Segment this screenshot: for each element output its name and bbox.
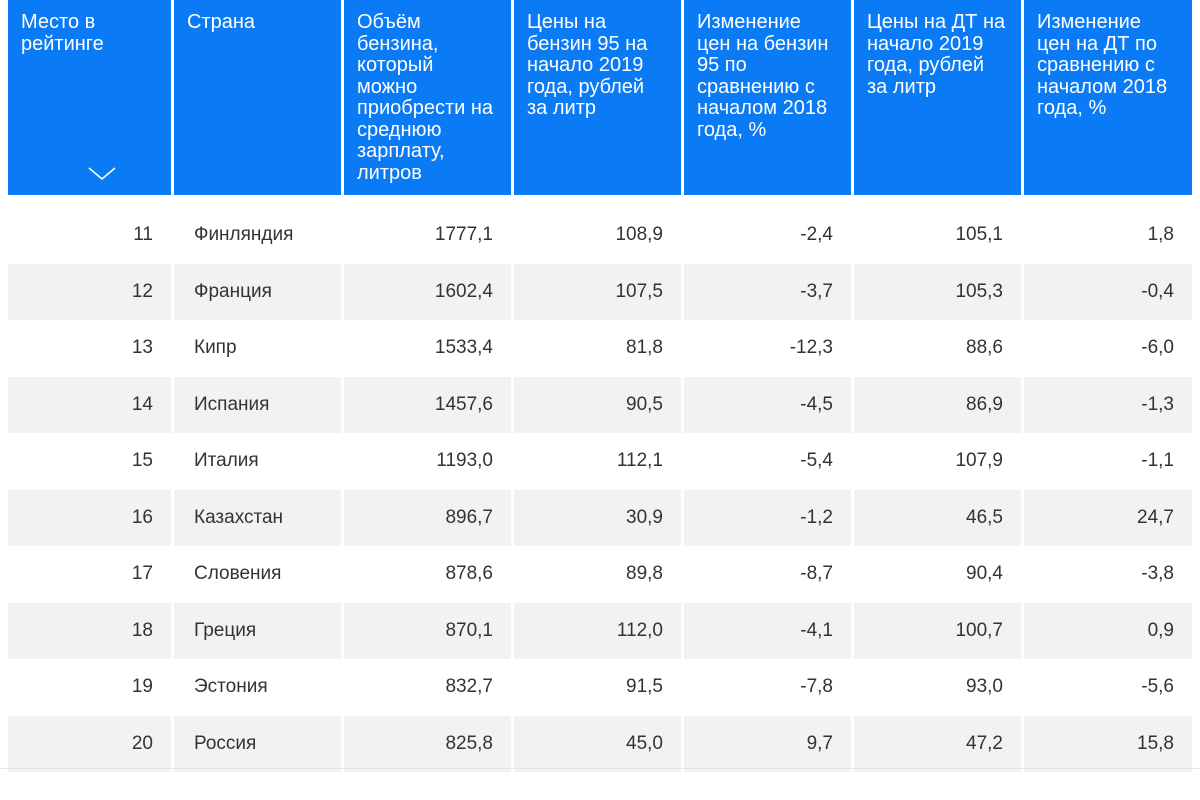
cell-country: Греция: [174, 602, 344, 659]
table-row: 12 Франция 1602,4 107,5 -3,7 105,3 -0,4: [8, 263, 1192, 320]
cell-country: Казахстан: [174, 489, 344, 546]
cell-petrol-change: -7,8: [684, 659, 854, 716]
cell-country: Россия: [174, 715, 344, 772]
header-petrol-price[interactable]: Цены на бензин 95 на начало 2019 года, р…: [514, 0, 684, 195]
cell-volume: 1602,4: [344, 263, 514, 320]
cell-country: Эстония: [174, 659, 344, 716]
cell-diesel-price: 90,4: [854, 546, 1024, 603]
cell-petrol-price: 81,8: [514, 320, 684, 377]
header-rank[interactable]: Место в рейтинге: [8, 0, 174, 195]
table-row: 19 Эстония 832,7 91,5 -7,8 93,0 -5,6: [8, 659, 1192, 716]
cell-rank: 14: [8, 376, 174, 433]
cell-petrol-price: 107,5: [514, 263, 684, 320]
cell-diesel-change: 0,9: [1024, 602, 1192, 659]
table-row: 20 Россия 825,8 45,0 9,7 47,2 15,8: [8, 715, 1192, 772]
cell-diesel-change: -1,1: [1141, 450, 1174, 472]
cell-petrol-change: -3,7: [684, 263, 854, 320]
cell-country: Словения: [174, 546, 344, 603]
header-petrol-change-label: Изменение цен на бензин 95 по сравнению …: [697, 11, 829, 141]
cell-volume: 896,7: [344, 489, 514, 546]
chevron-down-icon[interactable]: [88, 167, 116, 181]
cell-rank: 20: [8, 715, 174, 772]
table-row: 13 Кипр 1533,4 81,8 -12,3 88,6 -6,0: [8, 320, 1192, 377]
cell-petrol-price: 45,0: [514, 715, 684, 772]
cell-rank: 17: [8, 546, 174, 603]
table-body: 11 Финляндия 1777,1 108,9 -2,4 105,1 1,8 12 Фран…: [8, 207, 1192, 772]
table-row: 15 Италия 1193,0 112,1 -5,4 107,9 -1,1: [8, 433, 1192, 490]
cell-diesel-price: 105,3: [854, 263, 1024, 320]
cell-rank: 19: [8, 659, 174, 716]
cell-volume: 1193,0: [344, 433, 514, 490]
header-petrol-change[interactable]: Изменение цен на бензин 95 по сравнению …: [684, 0, 854, 195]
header-volume[interactable]: Объём бензина, который можно приобрести …: [344, 0, 514, 195]
cell-petrol-price: 108,9: [514, 207, 684, 264]
cell-diesel-change: 24,7: [1024, 489, 1192, 546]
table-row: 17 Словения 878,6 89,8 -8,7 90,4 -3,8: [8, 546, 1192, 603]
cell-petrol-price: 30,9: [514, 489, 684, 546]
cell-petrol-change: 9,7: [684, 715, 854, 772]
cell-volume: 870,1: [344, 602, 514, 659]
header-petrol-price-label: Цены на бензин 95 на начало 2019 года, р…: [527, 11, 648, 119]
cell-diesel-change: -1,3: [1024, 376, 1192, 433]
header-volume-label: Объём бензина, который можно приобрести …: [357, 11, 494, 184]
cell-diesel-price: 100,7: [854, 602, 1024, 659]
cell-volume: 825,8: [344, 715, 514, 772]
table-row: 11 Финляндия 1777,1 108,9 -2,4 105,1 1,8: [8, 207, 1192, 264]
cell-diesel-change: 15,8: [1024, 715, 1192, 772]
cell-petrol-change: -8,7: [684, 546, 854, 603]
header-diesel-price[interactable]: Цены на ДТ на начало 2019 года, рублей з…: [854, 0, 1024, 195]
cell-petrol-price: 89,8: [514, 546, 684, 603]
cell-diesel-change: -0,4: [1024, 263, 1192, 320]
cell-diesel-change: -5,6: [1141, 676, 1174, 698]
table-row: 16 Казахстан 896,7 30,9 -1,2 46,5 24,7: [8, 489, 1192, 546]
cell-petrol-change: -4,5: [684, 376, 854, 433]
cell-rank: 15: [8, 433, 174, 490]
cell-petrol-price: 90,5: [514, 376, 684, 433]
cell-diesel-price: 88,6: [854, 320, 1024, 377]
header-rank-label: Место в рейтинге: [21, 11, 104, 55]
cell-rank: 16: [8, 489, 174, 546]
cell-diesel-change: 1,8: [1147, 224, 1174, 246]
cell-rank: 11: [8, 207, 174, 264]
cell-diesel-change: -6,0: [1141, 337, 1174, 359]
table-row: 18 Греция 870,1 112,0 -4,1 100,7 0,9: [8, 602, 1192, 659]
header-country[interactable]: Страна: [174, 0, 344, 195]
header-diesel-change[interactable]: Изменение цен на ДТ по сравнению с начал…: [1024, 0, 1192, 195]
cell-volume: 1533,4: [344, 320, 514, 377]
cell-country: Кипр: [174, 320, 344, 377]
header-diesel-change-label: Изменение цен на ДТ по сравнению с начал…: [1037, 11, 1168, 119]
cell-petrol-price: 112,1: [514, 433, 684, 490]
cell-diesel-price: 86,9: [854, 376, 1024, 433]
header-diesel-price-label: Цены на ДТ на начало 2019 года, рублей з…: [867, 11, 1006, 98]
cell-country: Франция: [174, 263, 344, 320]
cell-petrol-price: 112,0: [514, 602, 684, 659]
cell-diesel-price: 47,2: [854, 715, 1024, 772]
cell-volume: 1457,6: [344, 376, 514, 433]
header-country-label: Страна: [187, 11, 256, 33]
cell-petrol-price: 91,5: [514, 659, 684, 716]
cell-petrol-change: -5,4: [684, 433, 854, 490]
table-bottom-divider: [0, 768, 1200, 769]
cell-volume: 1777,1: [344, 207, 514, 264]
cell-diesel-change: -3,8: [1141, 563, 1174, 585]
cell-country: Италия: [174, 433, 344, 490]
cell-country: Финляндия: [174, 207, 344, 264]
cell-diesel-price: 93,0: [854, 659, 1024, 716]
cell-country: Испания: [174, 376, 344, 433]
cell-volume: 832,7: [344, 659, 514, 716]
cell-diesel-price: 107,9: [854, 433, 1024, 490]
cell-petrol-change: -4,1: [684, 602, 854, 659]
table-header: Место в рейтинге Страна Объём бензина, к…: [8, 0, 1192, 195]
cell-diesel-price: 105,1: [854, 207, 1024, 264]
cell-petrol-change: -12,3: [684, 320, 854, 377]
cell-petrol-change: -1,2: [684, 489, 854, 546]
cell-diesel-price: 46,5: [854, 489, 1024, 546]
cell-volume: 878,6: [344, 546, 514, 603]
cell-rank: 18: [8, 602, 174, 659]
cell-rank: 13: [8, 320, 174, 377]
cell-petrol-change: -2,4: [684, 207, 854, 264]
table-row: 14 Испания 1457,6 90,5 -4,5 86,9 -1,3: [8, 376, 1192, 433]
cell-rank: 12: [8, 263, 174, 320]
data-table: Место в рейтинге Страна Объём бензина, к…: [8, 0, 1192, 772]
